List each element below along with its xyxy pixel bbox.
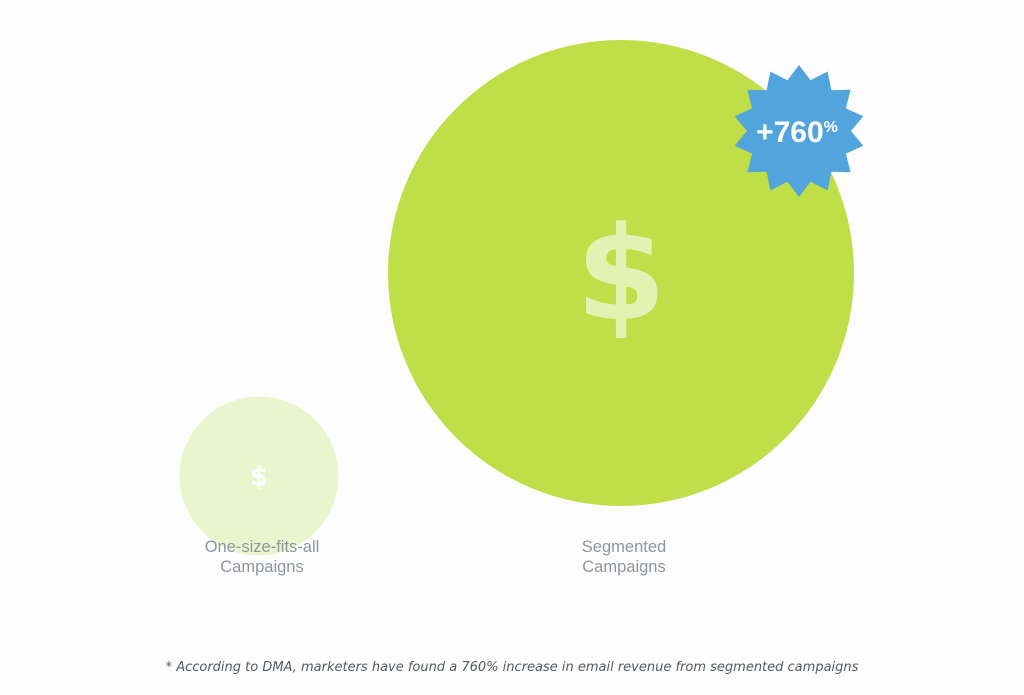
badge-unit: %: [824, 119, 838, 136]
dollar-icon-small: $: [250, 462, 268, 492]
dollar-icon-large: $: [576, 198, 666, 350]
footnote: * According to DMA, marketers have found…: [165, 660, 859, 675]
bubble-segmented: [388, 40, 854, 506]
increase-badge-label: +760%: [756, 116, 838, 149]
starburst-badge-shape: [734, 65, 864, 197]
category-label-line: Campaigns: [582, 558, 666, 576]
category-label-segmented: Segmented Campaigns: [514, 537, 734, 577]
badge-value: +760: [756, 116, 824, 149]
category-label-line: One-size-fits-all: [204, 538, 320, 556]
bubble-one-size-fits-all: [179, 396, 339, 556]
increase-badge: +760%: [734, 65, 864, 197]
category-label-line: Segmented: [581, 538, 667, 556]
category-label-line: Campaigns: [220, 558, 304, 576]
category-label-one-size-fits-all: One-size-fits-all Campaigns: [152, 537, 372, 577]
